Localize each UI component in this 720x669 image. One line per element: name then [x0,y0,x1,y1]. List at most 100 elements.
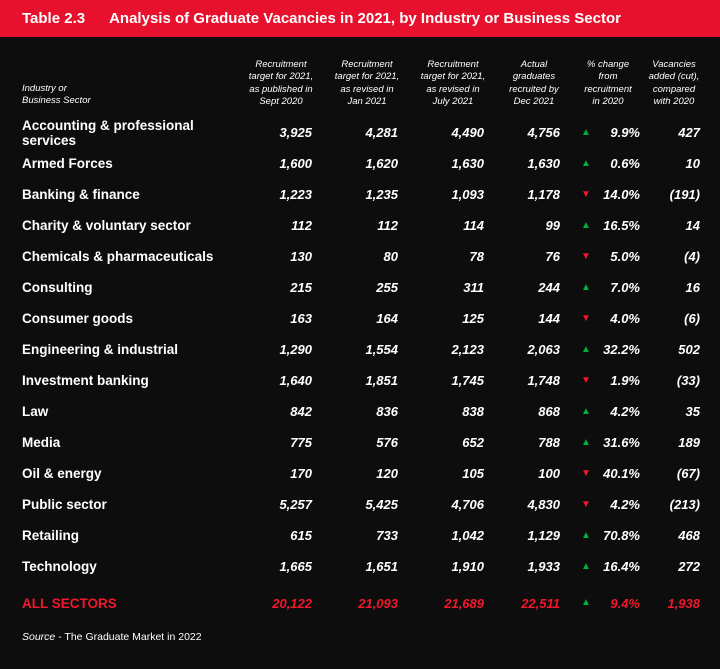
pct-change-cell: ▲ 16.4% [572,559,644,574]
change-arrow-icon: ▲ [581,126,591,138]
target-jan2021: 255 [376,280,398,295]
target-sept2020: 842 [290,404,312,419]
table-row: Consumer goods 163 164 125 144 ▼ 4.0% (6… [22,303,704,334]
target-sept2020: 1,665 [279,559,312,574]
pct-change-cell: ▲ 0.6% [572,156,644,171]
column-header-sector: Industry or Business Sector [22,82,91,107]
vacancies-added: (191) [669,187,700,202]
target-july2021: 1,910 [451,559,484,574]
change-arrow-icon: ▲ [581,343,591,355]
sector-name: Investment banking [22,373,149,388]
pct-change-value: 1.9% [610,373,640,388]
actual-dec2021: 788 [538,435,560,450]
change-arrow-icon: ▲ [581,281,591,293]
column-header-target-july2021: Recruitment target for 2021, as revised … [420,58,486,108]
target-jan2021: 836 [376,404,398,419]
vacancies-added: (33) [676,373,700,388]
table-title: Analysis of Graduate Vacancies in 2021, … [109,10,621,27]
total-target-jan2021: 21,093 [358,595,398,611]
actual-dec2021: 244 [538,280,560,295]
pct-change-value: 31.6% [603,435,640,450]
pct-change-cell: ▲ 16.5% [572,218,644,233]
source-prefix: Source [22,631,56,643]
pct-change-cell: ▼ 5.0% [572,249,644,264]
actual-dec2021: 100 [538,466,560,481]
change-arrow-icon: ▼ [581,467,591,479]
target-jan2021: 733 [376,528,398,543]
pct-change-value: 16.4% [603,559,640,574]
pct-change-value: 4.2% [610,404,640,419]
table-row: Oil & energy 170 120 105 100 ▼ 40.1% (67… [22,458,704,489]
pct-change-value: 16.5% [603,218,640,233]
actual-dec2021: 1,129 [527,528,560,543]
change-arrow-icon: ▲ [581,219,591,231]
pct-change-value: 40.1% [603,466,640,481]
table-row: Investment banking 1,640 1,851 1,745 1,7… [22,365,704,396]
target-sept2020: 163 [290,311,312,326]
target-jan2021: 576 [376,435,398,450]
vacancies-added: 35 [685,404,700,419]
target-sept2020: 170 [290,466,312,481]
pct-change-cell: ▼ 4.0% [572,311,644,326]
table-row: Media 775 576 652 788 ▲ 31.6% 189 [22,427,704,458]
actual-dec2021: 2,063 [527,342,560,357]
target-sept2020: 775 [290,435,312,450]
sector-name: Consulting [22,280,93,295]
total-target-july2021: 21,689 [444,595,484,611]
pct-change-cell: ▲ 70.8% [572,528,644,543]
total-pct-change-value: 9.4% [610,595,640,611]
change-arrow-icon: ▼ [581,498,591,510]
table-body: Accounting & professional services 3,925… [22,117,704,582]
target-july2021: 311 [463,280,484,295]
pct-change-cell: ▲ 31.6% [572,435,644,450]
change-arrow-icon: ▼ [581,250,591,262]
table-row: Accounting & professional services 3,925… [22,117,704,148]
column-header-vacancies: Vacancies added (cut), compared with 202… [648,58,700,108]
target-july2021: 1,042 [451,528,484,543]
actual-dec2021: 1,933 [527,559,560,574]
target-july2021: 78 [469,249,484,264]
change-arrow-icon: ▲ [581,529,591,541]
target-july2021: 125 [462,311,484,326]
target-jan2021: 1,235 [365,187,398,202]
vacancies-added: (213) [669,497,700,512]
change-arrow-icon: ▼ [581,374,591,386]
target-sept2020: 1,600 [279,156,312,171]
table-number-label: Table 2.3 [22,10,86,27]
target-sept2020: 615 [290,528,312,543]
pct-change-cell: ▲ 32.2% [572,342,644,357]
target-sept2020: 1,640 [279,373,312,388]
target-jan2021: 1,651 [365,559,398,574]
column-header-target-sept2020: Recruitment target for 2021, as publishe… [248,58,314,108]
pct-change-value: 4.0% [610,311,640,326]
actual-dec2021: 4,830 [527,497,560,512]
pct-change-value: 9.9% [610,125,640,140]
target-jan2021: 112 [377,218,398,233]
target-july2021: 2,123 [451,342,484,357]
pct-change-cell: ▲ 7.0% [572,280,644,295]
sector-name: Armed Forces [22,156,113,171]
column-header-row: Industry or Business Sector Recruitment … [22,49,704,109]
actual-dec2021: 1,178 [527,187,560,202]
table-row: Chemicals & pharmaceuticals 130 80 78 76… [22,241,704,272]
vacancies-added: 272 [678,559,700,574]
actual-dec2021: 99 [545,218,560,233]
total-row: ALL SECTORS 20,122 21,093 21,689 22,511 … [22,587,704,619]
target-jan2021: 164 [376,311,398,326]
data-table: Industry or Business Sector Recruitment … [0,37,720,619]
total-label: ALL SECTORS [22,595,117,611]
sector-name: Chemicals & pharmaceuticals [22,249,214,264]
table-row: Retailing 615 733 1,042 1,129 ▲ 70.8% 46… [22,520,704,551]
vacancies-added: (4) [684,249,700,264]
change-arrow-icon: ▲ [581,405,591,417]
sector-name: Media [22,435,61,450]
target-sept2020: 1,223 [279,187,312,202]
pct-change-value: 14.0% [603,187,640,202]
actual-dec2021: 4,756 [527,125,560,140]
vacancies-added: (67) [676,466,700,481]
pct-change-cell: ▼ 4.2% [572,497,644,512]
target-jan2021: 4,281 [365,125,398,140]
sector-name: Charity & voluntary sector [22,218,191,233]
change-arrow-icon: ▲ [581,560,591,572]
